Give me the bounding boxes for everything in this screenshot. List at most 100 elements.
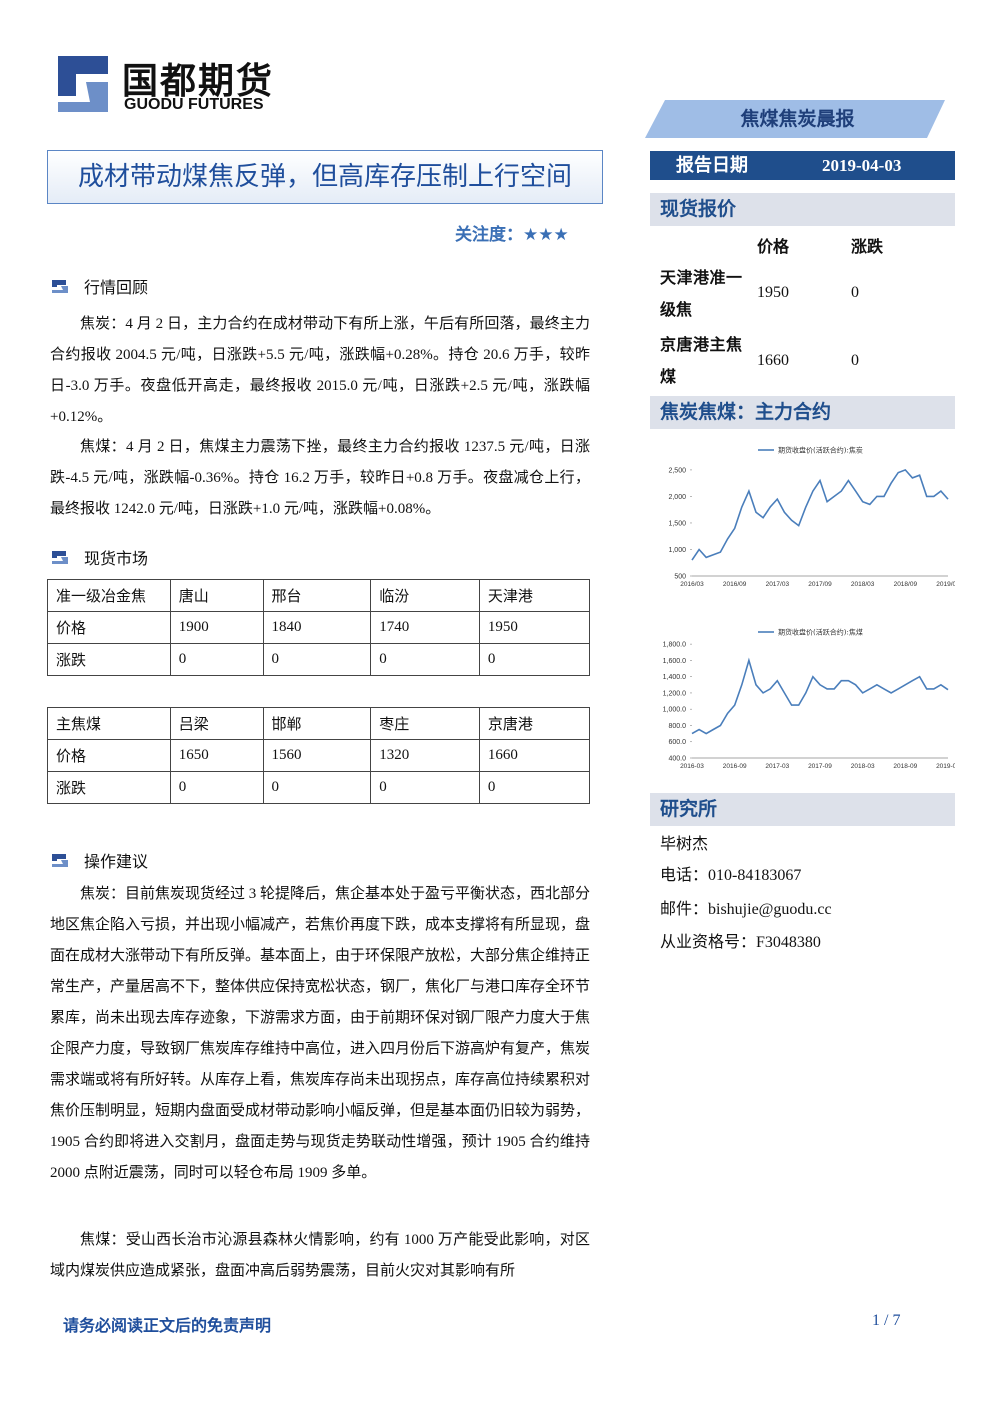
table-row: 主焦煤 吕梁 邯郸 枣庄 京唐港 (47, 707, 591, 740)
section-heading: 行情回顾 (50, 274, 148, 298)
side-heading: 现货报价 (650, 193, 955, 226)
table-cell: 1650 (169, 739, 264, 772)
spot-table: 主焦煤 吕梁 邯郸 枣庄 京唐港 价格 1650 1560 1320 1660 涨跌 0 0 0 0 (47, 707, 591, 804)
cell: 0 (851, 352, 859, 369)
table-row: 涨跌 0 0 0 0 (47, 771, 591, 804)
y-tick-label: 1,800.0 (663, 642, 686, 649)
side-heading: 研究所 (650, 793, 955, 826)
y-tick-label: 1,500 (668, 520, 686, 527)
table-cell: 临汾 (370, 579, 480, 612)
y-tick-label: 1,000 (668, 547, 686, 554)
table-cell: 0 (262, 643, 372, 676)
row-label: 天津港准一级焦 (660, 268, 742, 319)
logo-cn: 国都期货 (122, 61, 275, 102)
table-cell: 价格 (47, 739, 171, 772)
table-cell: 0 (169, 643, 264, 676)
col-header: 价格 (757, 237, 790, 256)
icon (52, 854, 68, 867)
table-cell: 枣庄 (370, 707, 480, 740)
table-row: 准一级冶金焦 唐山 邢台 临汾 天津港 (47, 579, 591, 612)
x-tick-label: 2017-03 (765, 763, 789, 770)
x-tick-label: 2018/09 (894, 581, 918, 588)
table-row: 价格 1650 1560 1320 1660 (47, 739, 591, 772)
table-cell: 天津港 (478, 579, 591, 612)
contact: 毕树杰 (660, 836, 709, 853)
cell: 1660 (757, 352, 789, 369)
y-tick-label: 800.0 (668, 723, 686, 730)
table-cell: 邯郸 (262, 707, 372, 740)
table-cell: 准一级冶金焦 (47, 579, 171, 612)
chart: 400.0 600.0 800.0 1,000.0 1,200.0 1,400.0 1,60… (663, 628, 955, 771)
date-bar (650, 151, 955, 180)
x-tick-label: 2016/03 (680, 581, 704, 588)
table-cell: 1950 (478, 611, 591, 644)
x-tick-label: 2016-03 (680, 763, 704, 770)
icon (52, 280, 68, 293)
table-cell: 0 (370, 643, 480, 676)
table-cell: 价格 (47, 611, 171, 644)
y-tick-label: 500 (674, 574, 686, 581)
disclaimer: 请务必阅读正文后的免责声明 (63, 1316, 272, 1335)
x-tick-label: 2016/09 (723, 581, 747, 588)
date: 2019-04-03 (822, 156, 902, 175)
table-cell: 1660 (478, 739, 591, 772)
row-label: 京唐港主焦煤 (660, 335, 742, 386)
y-tick-label: 600.0 (668, 739, 686, 746)
y-tick-label: 1,600.0 (663, 658, 686, 665)
table-cell: 1740 (370, 611, 480, 644)
legend-label: 期货收盘价(活跃合约):焦煤 (778, 628, 863, 637)
x-tick-label: 2019/03 (936, 581, 955, 588)
series-line (691, 657, 949, 735)
table-cell: 1320 (370, 739, 480, 772)
attention: 关注度：★★★ (455, 220, 569, 245)
y-tick-label: 1,400.0 (663, 674, 686, 681)
table-cell: 涨跌 (47, 643, 171, 676)
table-cell: 0 (370, 771, 480, 804)
report-name: 焦煤焦炭晨报 (740, 108, 855, 130)
heading-text: 行情回顾 (84, 280, 149, 297)
table-cell: 主焦煤 (47, 707, 171, 740)
x-tick-label: 2019-03 (936, 763, 955, 770)
y-tick-label: 400.0 (668, 756, 686, 763)
table-cell: 0 (478, 643, 591, 676)
table-row: 价格 1900 1840 1740 1950 (47, 611, 591, 644)
title: 成材带动煤焦反弹，但高库存压制上行空间 (77, 162, 572, 192)
paragraph: 焦炭：目前焦炭现货经过 3 轮提降后，焦企基本处于盈亏平衡状态，西北部分地区焦企… (50, 886, 591, 1181)
x-tick-label: 2016-09 (723, 763, 747, 770)
table-row: 涨跌 0 0 0 0 (47, 643, 591, 676)
table-cell: 吕梁 (169, 707, 264, 740)
x-tick-label: 2018-09 (893, 763, 917, 770)
chart: 500 1,000 1,500 2,000 2,500 2016/03 2016/09 201… (668, 446, 955, 589)
table-cell: 0 (262, 771, 372, 804)
cell: 0 (851, 284, 859, 301)
table-cell: 0 (478, 771, 591, 804)
x-tick-label: 2018/03 (851, 581, 875, 588)
table-cell: 邢台 (262, 579, 372, 612)
logo-en: GUODU FUTURES (124, 96, 264, 113)
date-label: 报告日期 (676, 155, 748, 176)
legend-label: 期货收盘价(活跃合约):焦炭 (778, 446, 863, 455)
paragraph: 焦炭：4 月 2 日，主力合约在成材带动下有所上涨，午后有所回落，最终主力合约报… (50, 316, 590, 425)
x-tick-label: 2017/03 (766, 581, 790, 588)
table-cell: 涨跌 (47, 771, 171, 804)
table-cell: 1560 (262, 739, 372, 772)
contact: 邮件：bishujie@guodu.cc (660, 901, 832, 918)
title-box (47, 150, 603, 204)
table-cell: 唐山 (169, 579, 264, 612)
x-tick-label: 2017-09 (808, 763, 832, 770)
table-cell: 1840 (262, 611, 372, 644)
spot-table: 准一级冶金焦 唐山 邢台 临汾 天津港 价格 1900 1840 1740 1950 涨跌 0 0 0 0 (47, 579, 591, 676)
series-line (691, 468, 949, 561)
attention-label: 关注度： (455, 225, 523, 245)
banner (645, 100, 945, 138)
heading-text: 操作建议 (84, 854, 149, 871)
contact: 电话：010-84183067 (660, 867, 802, 884)
x-tick-label: 2018-03 (851, 763, 875, 770)
attention-stars: ★★★ (523, 225, 569, 245)
cell: 1950 (757, 284, 789, 301)
page-number: 1 / 7 (872, 1312, 901, 1329)
section-heading: 操作建议 (50, 848, 148, 872)
y-tick-label: 1,000.0 (663, 707, 686, 714)
contact: 从业资格号：F3048380 (660, 934, 821, 951)
